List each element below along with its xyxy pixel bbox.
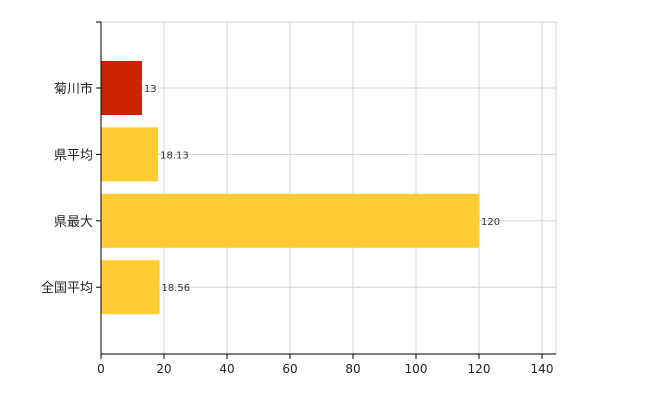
- x-tick-label: 140: [531, 362, 554, 376]
- x-tick-label: 0: [97, 362, 105, 376]
- bar-3: [101, 193, 479, 248]
- category-label-4: 全国平均: [41, 280, 93, 296]
- bar-2: [101, 127, 159, 182]
- bars: [101, 61, 479, 315]
- x-tick-label: 80: [345, 362, 360, 376]
- bar-1: [101, 61, 142, 115]
- x-tick-label: 40: [219, 362, 234, 376]
- data-label-3: 120: [481, 217, 500, 228]
- data-label-2: 18.13: [160, 150, 189, 161]
- x-tick-label: 60: [282, 362, 297, 376]
- gridlines: [101, 21, 557, 354]
- data-label-4: 18.56: [161, 283, 190, 294]
- x-tick-label: 100: [405, 362, 428, 376]
- data-label-1: 13: [144, 84, 157, 95]
- x-tick-label: 120: [468, 362, 491, 376]
- axes: [96, 21, 556, 359]
- category-label-2: 県平均: [54, 148, 93, 163]
- bar-4: [101, 260, 160, 315]
- x-tick-label: 20: [156, 362, 171, 376]
- category-label-3: 県最大: [54, 215, 93, 230]
- category-label-1: 菊川市: [54, 81, 93, 97]
- labels: 13 18.13 120 18.56 0 20 40 60 80 100 120 140 菊川市県平均県…: [41, 81, 553, 376]
